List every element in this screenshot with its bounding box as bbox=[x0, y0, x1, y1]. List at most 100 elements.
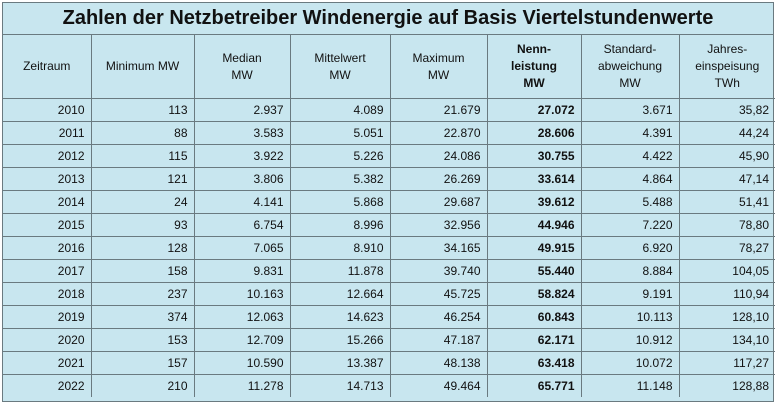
table-cell: 62.171 bbox=[486, 328, 582, 352]
table-cell: 158 bbox=[90, 259, 195, 283]
table-cell: 12.709 bbox=[193, 328, 291, 352]
table-cell: 8.884 bbox=[580, 259, 680, 283]
table-cell: 4.141 bbox=[193, 190, 291, 214]
table-cell: 2.937 bbox=[193, 98, 291, 122]
header-line: Jahres- bbox=[707, 42, 748, 56]
table-row: 2014 24 4.141 5.868 29.687 39.612 5.488 51,41 bbox=[3, 190, 775, 214]
table-cell: 2022 bbox=[3, 374, 92, 397]
table-cell: 45,90 bbox=[678, 144, 775, 168]
table-cell: 65.771 bbox=[486, 374, 582, 397]
table-row: 2021 157 10.590 13.387 48.138 63.418 10.072 117… bbox=[3, 351, 775, 375]
table-cell: 8.996 bbox=[289, 213, 391, 237]
header-line: Zeitraum bbox=[23, 59, 71, 73]
table-cell: 110,94 bbox=[678, 282, 775, 306]
table-row: 2015 93 6.754 8.996 32.956 44.946 7.220 78,80 bbox=[3, 213, 775, 237]
header-zeitraum: Zeitraum bbox=[3, 35, 92, 99]
table-cell: 7.065 bbox=[193, 236, 291, 260]
header-line: Minimum MW bbox=[105, 59, 180, 73]
table-cell: 3.583 bbox=[193, 121, 291, 145]
table-cell: 2016 bbox=[3, 236, 92, 260]
table-cell: 30.755 bbox=[486, 144, 582, 168]
table-cell: 6.754 bbox=[193, 213, 291, 237]
header-line: MW bbox=[329, 67, 351, 82]
header-line: TWh bbox=[714, 76, 740, 90]
table-title: Zahlen der Netzbetreiber Windenergie auf… bbox=[3, 3, 773, 35]
table-cell: 49.464 bbox=[389, 374, 488, 397]
header-line: Maximum bbox=[412, 50, 465, 65]
table-cell: 13.387 bbox=[289, 351, 391, 375]
table-cell: 4.422 bbox=[580, 144, 680, 168]
table-cell: 47.187 bbox=[389, 328, 488, 352]
header-nennleistung: Nenn-leistung MW bbox=[486, 35, 582, 99]
table-cell: 117,27 bbox=[678, 351, 775, 375]
table-cell: 5.226 bbox=[289, 144, 391, 168]
wind-energy-table: Zeitraum Minimum MW Median MW Mittelwert MW Ma… bbox=[3, 35, 775, 397]
table-cell: 88 bbox=[90, 121, 195, 145]
table-cell: 153 bbox=[90, 328, 195, 352]
table-cell: 55.440 bbox=[486, 259, 582, 283]
header-row: Zeitraum Minimum MW Median MW Mittelwert MW Ma… bbox=[3, 35, 775, 99]
table-cell: 24.086 bbox=[389, 144, 488, 168]
table-cell: 60.843 bbox=[486, 305, 582, 329]
table-cell: 39.740 bbox=[389, 259, 488, 283]
table-cell: 11.148 bbox=[580, 374, 680, 397]
header-line: MW bbox=[231, 67, 253, 82]
table-cell: 35,82 bbox=[678, 98, 775, 122]
table-cell: 2018 bbox=[3, 282, 92, 306]
header-line: Mittelwert bbox=[314, 50, 366, 65]
table-cell: 29.687 bbox=[389, 190, 488, 214]
header-median: Median MW bbox=[193, 35, 291, 99]
table-cell: 46.254 bbox=[389, 305, 488, 329]
header-maximum: Maximum MW bbox=[389, 35, 488, 99]
table-cell: 48.138 bbox=[389, 351, 488, 375]
header-mittelwert: Mittelwert MW bbox=[289, 35, 391, 99]
table-cell: 128 bbox=[90, 236, 195, 260]
table-cell: 93 bbox=[90, 213, 195, 237]
table-cell: 237 bbox=[90, 282, 195, 306]
table-cell: 22.870 bbox=[389, 121, 488, 145]
table-cell: 33.614 bbox=[486, 167, 582, 191]
table-cell: 78,80 bbox=[678, 213, 775, 237]
header-line: leistung bbox=[510, 59, 557, 73]
table-cell: 12.664 bbox=[289, 282, 391, 306]
table-cell: 78,27 bbox=[678, 236, 775, 260]
table-row: 2011 88 3.583 5.051 22.870 28.606 4.391 44,24 bbox=[3, 121, 775, 145]
table-cell: 2020 bbox=[3, 328, 92, 352]
table-cell: 34.165 bbox=[389, 236, 488, 260]
table-cell: 12.063 bbox=[193, 305, 291, 329]
table-cell: 5.488 bbox=[580, 190, 680, 214]
table-cell: 121 bbox=[90, 167, 195, 191]
table-cell: 2021 bbox=[3, 351, 92, 375]
header-line: MW bbox=[523, 76, 545, 90]
table-cell: 4.391 bbox=[580, 121, 680, 145]
header-line: MW bbox=[619, 76, 641, 90]
table-cell: 45.725 bbox=[389, 282, 488, 306]
table-cell: 5.868 bbox=[289, 190, 391, 214]
table-cell: 2019 bbox=[3, 305, 92, 329]
header-line: Standard- bbox=[603, 42, 657, 56]
header-line: abweichung bbox=[597, 59, 663, 73]
header-line: Nenn- bbox=[517, 42, 551, 56]
table-cell: 210 bbox=[90, 374, 195, 397]
table-cell: 8.910 bbox=[289, 236, 391, 260]
header-line: einspeisung bbox=[695, 59, 760, 73]
table-row: 2012 115 3.922 5.226 24.086 30.755 4.422 45,90 bbox=[3, 144, 775, 168]
table-row: 2010 113 2.937 4.089 21.679 27.072 3.671 35,82 bbox=[3, 98, 775, 122]
table-cell: 9.831 bbox=[193, 259, 291, 283]
table-cell: 134,10 bbox=[678, 328, 775, 352]
table-cell: 47,14 bbox=[678, 167, 775, 191]
table-cell: 10.590 bbox=[193, 351, 291, 375]
table-row: 2016 128 7.065 8.910 34.165 49.915 6.920 78,27 bbox=[3, 236, 775, 260]
table-cell: 24 bbox=[90, 190, 195, 214]
header-jahreseinspeisung: Jahres-einspeisung TWh bbox=[678, 35, 775, 99]
table-cell: 2015 bbox=[3, 213, 92, 237]
table-cell: 26.269 bbox=[389, 167, 488, 191]
table-cell: 32.956 bbox=[389, 213, 488, 237]
table-cell: 2014 bbox=[3, 190, 92, 214]
table-cell: 4.864 bbox=[580, 167, 680, 191]
header-standardabweichung: Standard-abweichung MW bbox=[580, 35, 680, 99]
table-cell: 2017 bbox=[3, 259, 92, 283]
table-cell: 14.713 bbox=[289, 374, 391, 397]
table-cell: 128,88 bbox=[678, 374, 775, 397]
